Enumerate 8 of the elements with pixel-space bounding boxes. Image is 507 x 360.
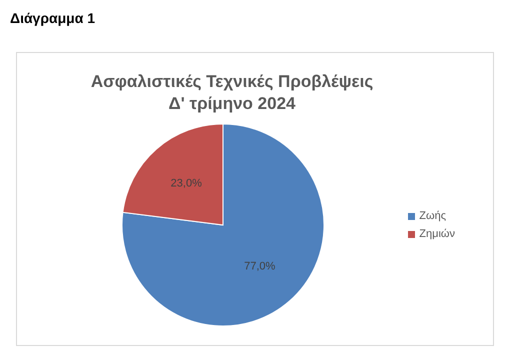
text: Διάγραμμα 1 [10, 10, 96, 26]
legend-label: Ζημιών [419, 228, 455, 240]
legend-label: Ζωής [419, 210, 446, 222]
pie-slice [122, 124, 324, 326]
data-label: 23,0% [170, 177, 202, 190]
chart-title: Ασφαλιστικές Τεχνικές Προβλέψεις [90, 71, 374, 93]
chart-subtitle: Δ' τρίμηνο 2024 [168, 93, 296, 115]
data-label: 77,0% [244, 260, 276, 273]
